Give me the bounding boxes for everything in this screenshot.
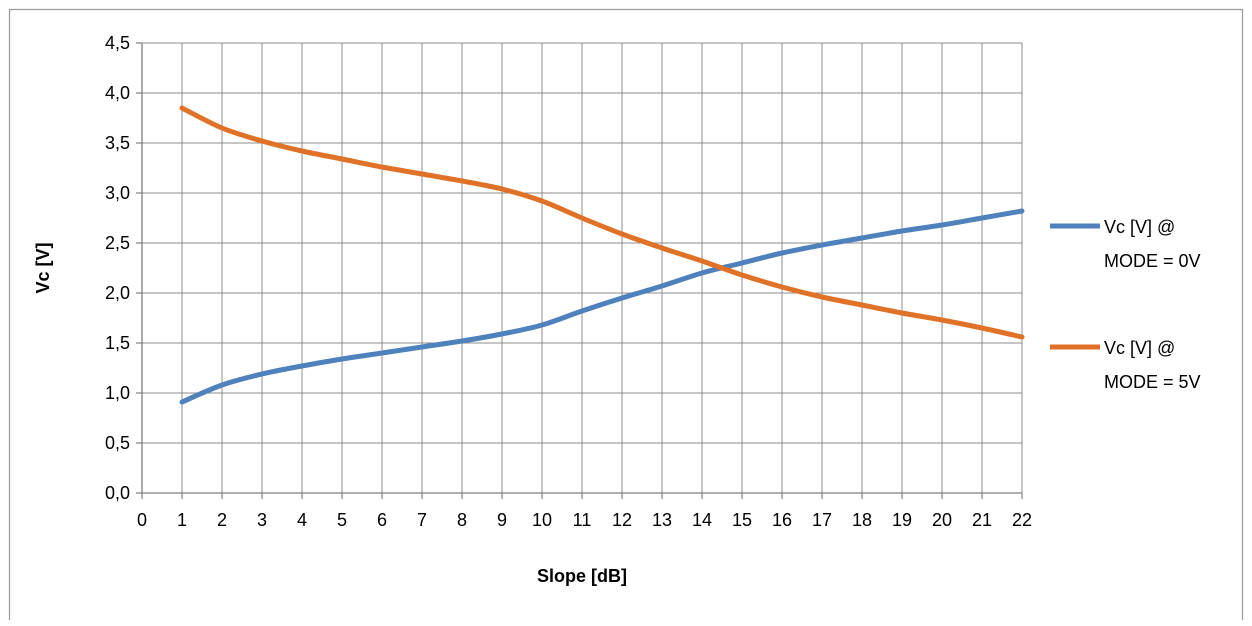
y-tick-label: 0,0 [105,483,130,503]
x-tick-label: 7 [417,510,427,530]
y-tick-label: 1,0 [105,383,130,403]
y-tick-label: 4,0 [105,83,130,103]
legend-label-2: MODE = 5V [1104,372,1201,392]
x-tick-label: 9 [497,510,507,530]
x-tick-label: 5 [337,510,347,530]
x-tick-label: 1 [177,510,187,530]
x-tick-label: 8 [457,510,467,530]
y-tick-label: 1,5 [105,333,130,353]
y-tick-label: 2,0 [105,283,130,303]
x-tick-label: 6 [377,510,387,530]
y-tick-label: 3,0 [105,183,130,203]
x-tick-label: 2 [217,510,227,530]
x-tick-label: 13 [652,510,672,530]
x-tick-label: 0 [137,510,147,530]
legend-label-2: Vc [V] @ [1104,338,1175,358]
x-tick-label: 15 [732,510,752,530]
x-tick-label: 14 [692,510,712,530]
x-tick-label: 4 [297,510,307,530]
legend-label-1: Vc [V] @ [1104,217,1175,237]
series-line-1 [182,211,1022,402]
x-tick-label: 19 [892,510,912,530]
y-axis-title: Vc [V] [33,242,53,293]
x-tick-label: 10 [532,510,552,530]
x-tick-label: 22 [1012,510,1032,530]
x-tick-label: 3 [257,510,267,530]
x-axis-title: Slope [dB] [537,566,627,586]
x-tick-label: 20 [932,510,952,530]
y-tick-label: 0,5 [105,433,130,453]
y-tick-label: 2,5 [105,233,130,253]
x-tick-label: 21 [972,510,992,530]
x-tick-label: 16 [772,510,792,530]
x-tick-label: 17 [812,510,832,530]
y-tick-label: 4,5 [105,33,130,53]
x-tick-label: 12 [612,510,632,530]
x-tick-label: 18 [852,510,872,530]
legend-label-1: MODE = 0V [1104,251,1201,271]
y-tick-label: 3,5 [105,133,130,153]
x-tick-label: 11 [573,510,592,530]
